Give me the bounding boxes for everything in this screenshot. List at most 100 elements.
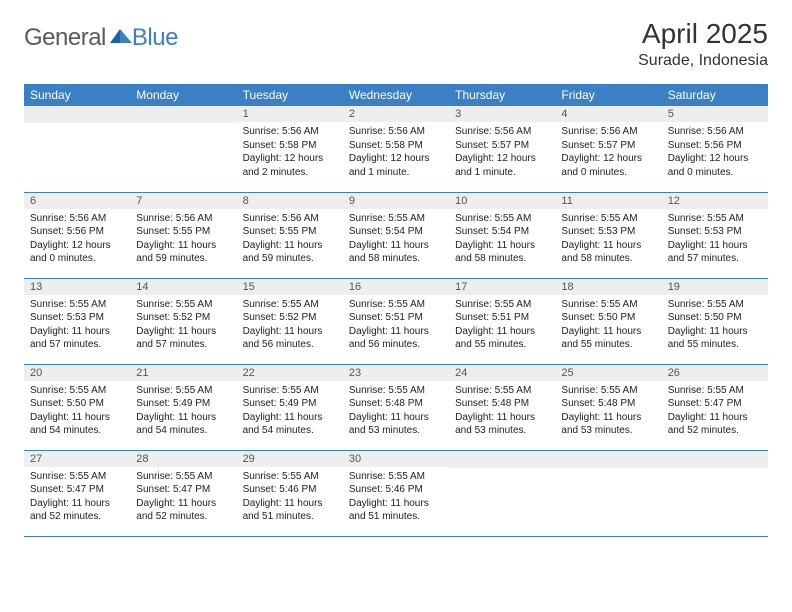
calendar-cell: 26Sunrise: 5:55 AMSunset: 5:47 PMDayligh… (662, 364, 768, 450)
day-number: 21 (130, 365, 236, 381)
calendar-cell: 4Sunrise: 5:56 AMSunset: 5:57 PMDaylight… (555, 106, 661, 192)
day-number: 5 (662, 106, 768, 122)
day-number-empty (130, 106, 236, 123)
weekday-header-row: SundayMondayTuesdayWednesdayThursdayFrid… (24, 84, 768, 106)
day-detail: Sunrise: 5:55 AMSunset: 5:47 PMDaylight:… (24, 467, 130, 530)
calendar-cell: 14Sunrise: 5:55 AMSunset: 5:52 PMDayligh… (130, 278, 236, 364)
calendar-cell: 8Sunrise: 5:56 AMSunset: 5:55 PMDaylight… (237, 192, 343, 278)
day-number: 4 (555, 106, 661, 122)
day-detail: Sunrise: 5:56 AMSunset: 5:58 PMDaylight:… (237, 122, 343, 185)
day-number: 12 (662, 193, 768, 209)
logo-text-blue: Blue (132, 24, 178, 52)
day-detail: Sunrise: 5:56 AMSunset: 5:57 PMDaylight:… (449, 122, 555, 185)
weekday-header: Sunday (24, 84, 130, 106)
calendar-cell: 5Sunrise: 5:56 AMSunset: 5:56 PMDaylight… (662, 106, 768, 192)
day-detail: Sunrise: 5:55 AMSunset: 5:53 PMDaylight:… (24, 295, 130, 358)
day-number: 26 (662, 365, 768, 381)
day-number-empty (662, 451, 768, 468)
calendar-week-row: 13Sunrise: 5:55 AMSunset: 5:53 PMDayligh… (24, 278, 768, 364)
calendar-cell (662, 450, 768, 536)
calendar-cell (449, 450, 555, 536)
logo-text-general: General (24, 24, 106, 52)
calendar-week-row: 6Sunrise: 5:56 AMSunset: 5:56 PMDaylight… (24, 192, 768, 278)
day-number: 1 (237, 106, 343, 122)
day-number: 13 (24, 279, 130, 295)
day-detail: Sunrise: 5:56 AMSunset: 5:58 PMDaylight:… (343, 122, 449, 185)
calendar-cell (130, 106, 236, 192)
day-number: 3 (449, 106, 555, 122)
page-title: April 2025 (638, 18, 768, 50)
calendar-cell: 15Sunrise: 5:55 AMSunset: 5:52 PMDayligh… (237, 278, 343, 364)
calendar-cell: 9Sunrise: 5:55 AMSunset: 5:54 PMDaylight… (343, 192, 449, 278)
day-number: 22 (237, 365, 343, 381)
day-number: 7 (130, 193, 236, 209)
day-detail: Sunrise: 5:55 AMSunset: 5:48 PMDaylight:… (555, 381, 661, 444)
day-detail: Sunrise: 5:55 AMSunset: 5:52 PMDaylight:… (237, 295, 343, 358)
calendar-cell: 2Sunrise: 5:56 AMSunset: 5:58 PMDaylight… (343, 106, 449, 192)
calendar-week-row: 20Sunrise: 5:55 AMSunset: 5:50 PMDayligh… (24, 364, 768, 450)
weekday-header: Saturday (662, 84, 768, 106)
calendar-cell: 22Sunrise: 5:55 AMSunset: 5:49 PMDayligh… (237, 364, 343, 450)
day-detail: Sunrise: 5:56 AMSunset: 5:57 PMDaylight:… (555, 122, 661, 185)
day-number: 6 (24, 193, 130, 209)
day-detail: Sunrise: 5:55 AMSunset: 5:51 PMDaylight:… (343, 295, 449, 358)
calendar-week-row: 27Sunrise: 5:55 AMSunset: 5:47 PMDayligh… (24, 450, 768, 536)
weekday-header: Wednesday (343, 84, 449, 106)
header: General Blue April 2025 Surade, Indonesi… (24, 18, 768, 70)
day-number: 9 (343, 193, 449, 209)
day-number: 16 (343, 279, 449, 295)
weekday-header: Friday (555, 84, 661, 106)
calendar-table: SundayMondayTuesdayWednesdayThursdayFrid… (24, 84, 768, 537)
location-label: Surade, Indonesia (638, 52, 768, 70)
day-detail: Sunrise: 5:55 AMSunset: 5:51 PMDaylight:… (449, 295, 555, 358)
calendar-cell: 11Sunrise: 5:55 AMSunset: 5:53 PMDayligh… (555, 192, 661, 278)
day-detail: Sunrise: 5:56 AMSunset: 5:56 PMDaylight:… (24, 209, 130, 272)
day-detail: Sunrise: 5:56 AMSunset: 5:55 PMDaylight:… (130, 209, 236, 272)
day-detail: Sunrise: 5:55 AMSunset: 5:49 PMDaylight:… (130, 381, 236, 444)
calendar-cell: 25Sunrise: 5:55 AMSunset: 5:48 PMDayligh… (555, 364, 661, 450)
calendar-week-row: 1Sunrise: 5:56 AMSunset: 5:58 PMDaylight… (24, 106, 768, 192)
weekday-header: Thursday (449, 84, 555, 106)
day-detail: Sunrise: 5:55 AMSunset: 5:52 PMDaylight:… (130, 295, 236, 358)
calendar-cell: 28Sunrise: 5:55 AMSunset: 5:47 PMDayligh… (130, 450, 236, 536)
calendar-cell: 30Sunrise: 5:55 AMSunset: 5:46 PMDayligh… (343, 450, 449, 536)
day-detail: Sunrise: 5:55 AMSunset: 5:49 PMDaylight:… (237, 381, 343, 444)
calendar-cell: 3Sunrise: 5:56 AMSunset: 5:57 PMDaylight… (449, 106, 555, 192)
day-number: 8 (237, 193, 343, 209)
day-number: 11 (555, 193, 661, 209)
calendar-cell: 29Sunrise: 5:55 AMSunset: 5:46 PMDayligh… (237, 450, 343, 536)
day-number: 10 (449, 193, 555, 209)
calendar-cell: 24Sunrise: 5:55 AMSunset: 5:48 PMDayligh… (449, 364, 555, 450)
weekday-header: Monday (130, 84, 236, 106)
day-detail: Sunrise: 5:55 AMSunset: 5:53 PMDaylight:… (555, 209, 661, 272)
day-number: 18 (555, 279, 661, 295)
day-detail: Sunrise: 5:56 AMSunset: 5:56 PMDaylight:… (662, 122, 768, 185)
day-number: 2 (343, 106, 449, 122)
day-detail: Sunrise: 5:55 AMSunset: 5:50 PMDaylight:… (555, 295, 661, 358)
day-number: 19 (662, 279, 768, 295)
logo-mark-icon (110, 25, 132, 48)
day-number: 30 (343, 451, 449, 467)
day-detail: Sunrise: 5:55 AMSunset: 5:46 PMDaylight:… (343, 467, 449, 530)
calendar-cell: 10Sunrise: 5:55 AMSunset: 5:54 PMDayligh… (449, 192, 555, 278)
calendar-cell: 17Sunrise: 5:55 AMSunset: 5:51 PMDayligh… (449, 278, 555, 364)
day-number: 20 (24, 365, 130, 381)
calendar-cell: 23Sunrise: 5:55 AMSunset: 5:48 PMDayligh… (343, 364, 449, 450)
calendar-cell: 12Sunrise: 5:55 AMSunset: 5:53 PMDayligh… (662, 192, 768, 278)
logo: General Blue (24, 24, 178, 52)
day-number: 14 (130, 279, 236, 295)
day-number: 29 (237, 451, 343, 467)
calendar-cell: 13Sunrise: 5:55 AMSunset: 5:53 PMDayligh… (24, 278, 130, 364)
day-number-empty (449, 451, 555, 468)
day-detail: Sunrise: 5:55 AMSunset: 5:54 PMDaylight:… (343, 209, 449, 272)
calendar-cell: 27Sunrise: 5:55 AMSunset: 5:47 PMDayligh… (24, 450, 130, 536)
day-number: 17 (449, 279, 555, 295)
calendar-cell (555, 450, 661, 536)
day-detail: Sunrise: 5:55 AMSunset: 5:50 PMDaylight:… (24, 381, 130, 444)
calendar-cell (24, 106, 130, 192)
day-number: 28 (130, 451, 236, 467)
day-number-empty (555, 451, 661, 468)
day-detail: Sunrise: 5:55 AMSunset: 5:54 PMDaylight:… (449, 209, 555, 272)
day-detail: Sunrise: 5:55 AMSunset: 5:50 PMDaylight:… (662, 295, 768, 358)
day-number: 25 (555, 365, 661, 381)
